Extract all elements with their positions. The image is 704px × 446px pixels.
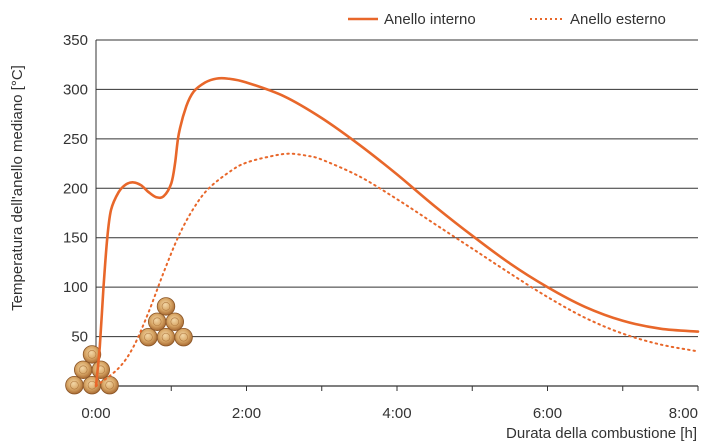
y-tick-label: 300 [63,81,88,98]
series-line-anello-esterno [95,152,699,387]
log-icon [156,328,176,347]
y-tick-label: 50 [71,329,88,346]
log-pile-large-icon [139,297,193,347]
log-icon [65,376,84,395]
legend: Anello interno Anello esterno [348,11,666,28]
log-icon [156,297,176,316]
log-icon [174,328,193,347]
log-icon [82,345,102,364]
log-ring [179,332,188,342]
log-ring [105,380,114,390]
log-icon [139,328,158,347]
x-axis-title: Durata della combustione [h] [506,425,697,442]
log-ring [170,317,180,327]
x-tick-label: 2:00 [232,405,261,422]
y-tick-label: 100 [63,279,88,296]
log-icon [82,376,102,395]
log-ring [161,302,171,311]
x-tick-label: 0:00 [81,405,110,422]
log-ring [161,332,171,342]
log-icon [91,360,111,380]
log-ring [70,380,79,390]
x-tick-label: 8:00 [669,405,698,422]
log-icon [147,312,167,332]
x-tick-label: 6:00 [533,405,562,422]
series-layer [94,76,700,388]
y-tick-label: 200 [63,180,88,197]
y-axis: 50 100 150 200 250 300 350 [63,32,97,386]
log-ring [87,350,97,359]
y-tick-label: 350 [63,32,88,49]
legend-label-anello-esterno: Anello esterno [570,11,666,28]
log-pile-small-icon [65,345,119,395]
log-ring [78,365,88,375]
legend-label-anello-interno: Anello interno [384,11,476,28]
x-axis: 0:00 2:00 4:00 6:00 8:00 [81,385,699,422]
log-ring [144,332,153,342]
grid-lines [96,39,698,338]
y-axis-title: Temperatura dell'anello mediano [°C] [9,65,26,311]
log-icon [73,360,93,380]
log-icon [100,376,119,395]
y-tick-label: 150 [63,230,88,247]
y-tick-label: 250 [63,131,88,148]
series-line-anello-interno [94,76,700,388]
log-ring [152,317,162,327]
log-icon [165,312,185,332]
x-tick-label: 4:00 [382,405,411,422]
